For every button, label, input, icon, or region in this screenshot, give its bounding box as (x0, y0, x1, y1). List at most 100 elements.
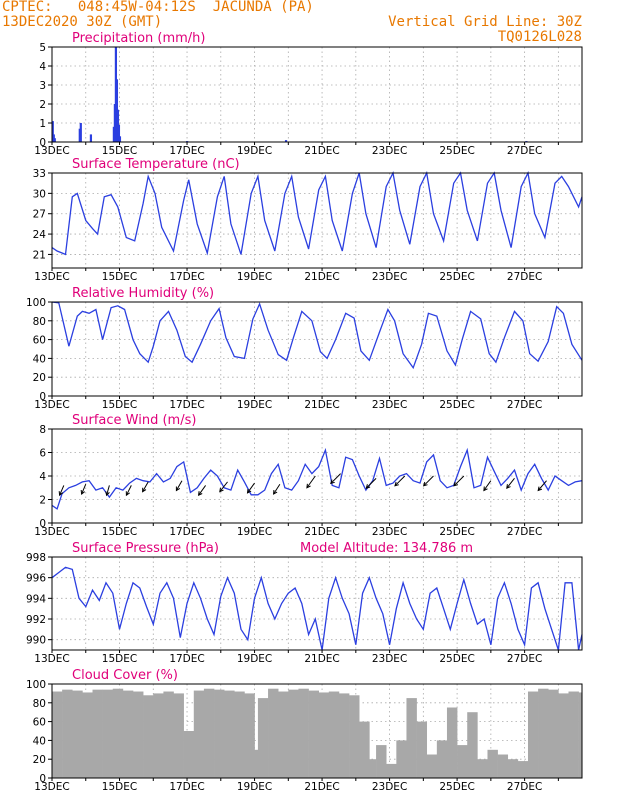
x-tick-label: 19DEC (237, 271, 272, 283)
x-tick-label: 27DEC (507, 145, 542, 157)
y-tick-label: 990 (26, 635, 46, 647)
cloud-bar (224, 690, 235, 778)
cloud-bar (278, 691, 289, 778)
precip-bar (89, 134, 93, 142)
y-tick-label: 24 (33, 229, 47, 241)
x-tick-label: 13DEC (34, 781, 69, 793)
y-tick-label: 6 (39, 448, 46, 460)
cloud-bar (62, 689, 73, 778)
temp-frame (51, 172, 583, 269)
cloud-bar (288, 689, 299, 778)
precip-bar (79, 123, 82, 142)
y-tick-label: 20 (33, 754, 46, 766)
cloud-bar (457, 745, 468, 778)
cloud-bar (82, 692, 93, 778)
wind-panel (48, 428, 583, 526)
cloud-bar (527, 691, 539, 778)
wind-arrow (306, 475, 316, 489)
x-tick-label: 23DEC (372, 781, 407, 793)
rh-line (51, 301, 583, 370)
wind-arrow (81, 484, 87, 495)
wind-arrow (198, 485, 207, 496)
cloud-frame (51, 683, 583, 779)
x-tick-label: 21DEC (304, 271, 339, 283)
cloud-bar (173, 693, 184, 778)
precip-title: Precipitation (mm/h) (72, 31, 205, 46)
wind-arrow-head (273, 489, 278, 495)
wind-line (51, 447, 583, 510)
wind-title: Surface Wind (m/s) (72, 413, 196, 428)
wind-arrow (59, 485, 65, 496)
wind-arrow (506, 478, 515, 489)
cloud-title: Cloud Cover (%) (72, 668, 178, 683)
x-tick-label: 23DEC (372, 526, 407, 538)
precip-bar (118, 136, 122, 142)
x-tick-label: 21DEC (304, 399, 339, 411)
cloud-bar (234, 691, 245, 778)
wind-arrow (330, 473, 341, 484)
y-tick-label: 998 (26, 552, 46, 564)
y-tick-label: 5 (39, 42, 46, 54)
x-tick-label: 13DEC (34, 653, 69, 665)
wind-arrow-head (365, 484, 371, 489)
x-tick-label: 25DEC (439, 653, 474, 665)
cloud-bar (467, 712, 478, 778)
wind-arrow-head (506, 484, 511, 490)
pres-line (51, 566, 583, 651)
x-tick-label: 17DEC (169, 399, 204, 411)
y-tick-label: 0 (39, 137, 46, 149)
wind-arrow (453, 475, 465, 487)
cloud-bar (187, 749, 198, 778)
cloud-bar (102, 689, 114, 778)
y-tick-label: 3 (39, 80, 46, 92)
cloud-bar (163, 691, 174, 778)
cloud-bar (396, 740, 407, 778)
x-tick-label: 21DEC (304, 653, 339, 665)
x-tick-label: 19DEC (237, 399, 272, 411)
pres-title: Surface Pressure (hPa) (72, 541, 219, 556)
y-tick-label: 996 (26, 573, 46, 585)
y-tick-label: 100 (26, 297, 46, 309)
x-tick-label: 25DEC (439, 271, 474, 283)
y-tick-label: 1 (39, 118, 46, 130)
header-right-line1: Vertical Grid Line: 30Z (388, 14, 582, 30)
precip-bar (117, 124, 121, 142)
precip-bar (53, 138, 56, 142)
cloud-bar (318, 692, 330, 778)
rh-title: Relative Humidity (%) (72, 286, 214, 301)
y-tick-label: 4 (39, 471, 46, 483)
cloud-bar (308, 690, 319, 778)
cloud-bar (487, 749, 498, 778)
y-tick-label: 100 (26, 679, 46, 691)
wind-arrow-head (219, 487, 224, 493)
cloud-panel (48, 683, 583, 781)
y-tick-label: 40 (33, 353, 46, 365)
x-tick-label: 21DEC (304, 781, 339, 793)
cloud-bar (328, 691, 340, 778)
wind-arrow-head (394, 481, 399, 487)
cloud-bar (497, 754, 509, 778)
cloud-bar (112, 688, 124, 778)
x-tick-label: 15DEC (102, 781, 137, 793)
cloud-bar (548, 689, 559, 778)
x-tick-label: 13DEC (34, 526, 69, 538)
wind-arrow-head (537, 486, 543, 492)
pres-frame (51, 556, 583, 651)
x-tick-label: 25DEC (439, 399, 474, 411)
cloud-bar (416, 721, 428, 778)
wind-arrow-head (306, 483, 311, 489)
x-tick-label: 27DEC (507, 399, 542, 411)
cloud-bar (203, 688, 215, 778)
cloud-bar (153, 693, 164, 778)
x-tick-label: 15DEC (102, 653, 137, 665)
y-tick-label: 27 (33, 209, 46, 221)
cloud-bar (338, 693, 350, 778)
cloud-bar (578, 692, 583, 778)
x-tick-label: 23DEC (372, 271, 407, 283)
y-tick-label: 2 (39, 99, 46, 111)
x-tick-label: 19DEC (237, 781, 272, 793)
precip-frame (51, 46, 583, 143)
cloud-bar (52, 691, 63, 778)
x-tick-label: 21DEC (304, 145, 339, 157)
